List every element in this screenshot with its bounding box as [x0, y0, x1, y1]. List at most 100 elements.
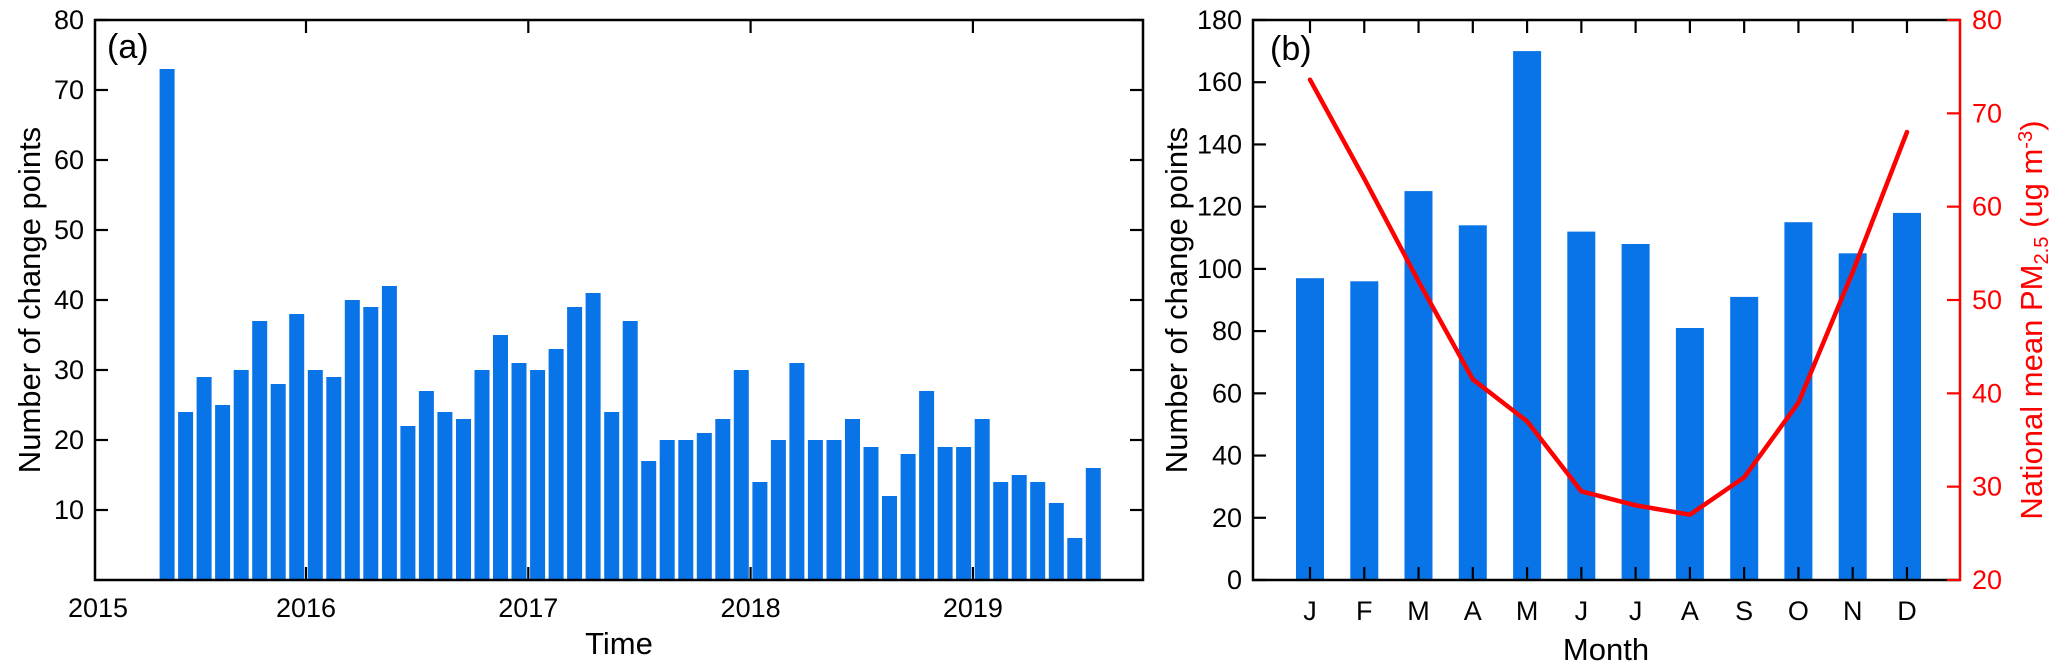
b-ytick-label-60: 60: [1212, 378, 1242, 408]
b-ytick-label-100: 100: [1197, 254, 1242, 284]
bar-2015-12: [289, 314, 305, 580]
pm-tick-label-50: 50: [1972, 285, 2002, 315]
pm-label-superscript: -3: [2014, 130, 2037, 149]
b-ytick-label-120: 120: [1197, 192, 1242, 222]
pm-label-suffix: ): [2013, 120, 2049, 131]
bar-month-D-12: [1893, 212, 1921, 580]
bar-2017-09: [678, 440, 694, 580]
bar-2018-06: [845, 419, 860, 580]
pm-tick-label-30: 30: [1972, 472, 2002, 502]
bar-2016-03: [344, 300, 360, 580]
bar-2019-06: [1067, 538, 1083, 580]
pm-line: [1307, 77, 1910, 517]
bar-2017-04: [585, 293, 601, 580]
bar-2018-02: [770, 440, 786, 580]
b-ytick-label-140: 140: [1197, 129, 1242, 159]
ytick-label-60: 60: [54, 145, 84, 175]
pm-label-prefix: National mean PM: [2013, 264, 2049, 520]
panel-a: 2015 2016 2017 2018 2019 10 20 30 40 50 60 70 80: [54, 5, 1145, 623]
ytick-label-30: 30: [54, 355, 84, 385]
bar-2017-07: [641, 461, 657, 580]
month-label-6: J: [1575, 596, 1589, 626]
bar-2016-10: [474, 370, 490, 580]
b-ytick-label-160: 160: [1197, 67, 1242, 97]
bar-2015-05: [159, 69, 175, 580]
month-label-12: D: [1897, 596, 1917, 626]
panel-b-right-ylabel: National mean PM2.5 (ug m-3): [2014, 120, 2054, 519]
panel-a-ylabel: Number of change points: [12, 126, 47, 474]
bar-month-M-5: [1513, 51, 1542, 581]
xtick-label-2016: 2016: [276, 593, 336, 623]
bar-2018-07: [863, 447, 879, 580]
xtick-label-2017: 2017: [498, 593, 558, 623]
bar-2017-08: [659, 440, 675, 580]
ytick-label-70: 70: [54, 75, 84, 105]
pm-label-mid: (ug m: [2013, 148, 2049, 237]
bar-month-N-11: [1838, 253, 1867, 581]
bar-2018-01: [752, 482, 768, 580]
bar-2018-05: [826, 440, 842, 580]
bar-2018-08: [882, 496, 897, 580]
bar-2017-05: [604, 412, 620, 580]
bar-2015-11: [270, 384, 286, 580]
bar-2016-01: [307, 370, 323, 580]
bar-2019-03: [1011, 475, 1027, 580]
ytick-label-40: 40: [54, 285, 84, 315]
month-label-7: J: [1629, 596, 1643, 626]
panel-a-xlabel: Time: [585, 626, 653, 661]
bar-2015-08: [215, 405, 231, 580]
panel-b-ylabel: Number of change points: [1159, 126, 1194, 474]
bar-month-A-4: [1458, 225, 1487, 581]
pm-tick-label-60: 60: [1972, 192, 2002, 222]
bar-2016-06: [400, 426, 416, 580]
pm-label-subscript: 2.5: [2031, 236, 2054, 265]
bar-2016-02: [326, 377, 342, 580]
bar-2019-07: [1085, 468, 1101, 580]
panel-b: J F M A M J J A S O N D 0 20 40 60 80 100 120 140 160 180 20 30…: [1197, 5, 2002, 626]
bar-2019-01: [974, 419, 990, 580]
bar-2016-07: [418, 391, 434, 580]
bar-month-A-8: [1675, 328, 1704, 580]
month-label-4: A: [1464, 596, 1482, 626]
bar-month-J-7: [1621, 244, 1650, 580]
bar-2019-05: [1048, 503, 1064, 580]
month-label-9: S: [1735, 596, 1753, 626]
b-ytick-label-20: 20: [1212, 503, 1242, 533]
bar-2015-06: [178, 412, 194, 580]
bar-2018-04: [807, 440, 823, 580]
ytick-label-80: 80: [54, 5, 84, 35]
xtick-label-2018: 2018: [721, 593, 781, 623]
month-label-1: J: [1303, 596, 1317, 626]
bar-2016-08: [437, 412, 453, 580]
bar-month-J-6: [1567, 231, 1596, 580]
bar-2017-03: [567, 307, 583, 580]
bar-2018-10: [919, 391, 935, 580]
bar-2017-01: [530, 370, 546, 580]
bar-2018-11: [937, 447, 953, 580]
bar-month-M-3: [1404, 191, 1433, 580]
bar-2018-03: [789, 363, 805, 580]
bar-2016-12: [511, 363, 527, 580]
bar-2019-02: [993, 482, 1009, 580]
bar-2015-07: [196, 377, 212, 580]
b-ytick-label-180: 180: [1197, 5, 1242, 35]
pm-tick-label-80: 80: [1972, 5, 2002, 35]
pm-tick-label-40: 40: [1972, 378, 2002, 408]
bar-2015-09: [233, 370, 249, 580]
bar-month-S-9: [1730, 296, 1759, 580]
bar-2016-04: [363, 307, 379, 580]
pm-tick-label-20: 20: [1972, 565, 2002, 595]
bar-2017-10: [696, 433, 712, 580]
month-label-3: M: [1407, 596, 1430, 626]
ytick-label-20: 20: [54, 425, 84, 455]
b-ytick-label-40: 40: [1212, 441, 1242, 471]
ytick-label-50: 50: [54, 215, 84, 245]
pm-tick-label-70: 70: [1972, 98, 2002, 128]
month-label-2: F: [1356, 596, 1373, 626]
bar-month-F-2: [1350, 281, 1379, 580]
bar-2017-06: [622, 321, 638, 580]
b-ytick-label-0: 0: [1227, 565, 1242, 595]
month-label-11: N: [1843, 596, 1863, 626]
